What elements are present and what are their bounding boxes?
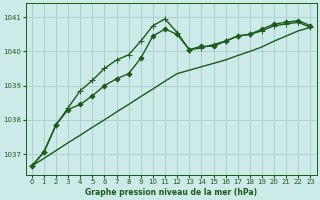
X-axis label: Graphe pression niveau de la mer (hPa): Graphe pression niveau de la mer (hPa) xyxy=(85,188,257,197)
